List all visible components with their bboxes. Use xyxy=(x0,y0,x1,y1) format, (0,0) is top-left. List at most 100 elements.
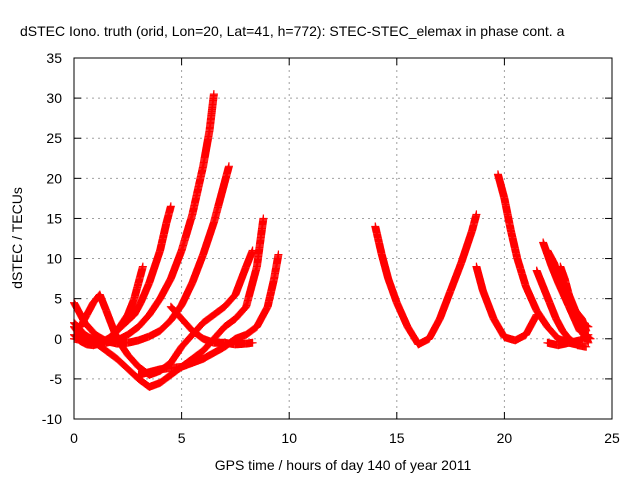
data-point xyxy=(543,322,562,342)
data-point xyxy=(384,274,401,306)
data-point xyxy=(113,354,142,383)
data-point xyxy=(177,211,196,255)
x-tick-label: 20 xyxy=(497,430,513,446)
data-point xyxy=(134,311,153,331)
data-point xyxy=(435,287,455,323)
data-point xyxy=(220,291,239,311)
data-series xyxy=(76,246,257,379)
data-point xyxy=(242,247,257,271)
x-tick-label: 5 xyxy=(178,430,186,446)
data-point xyxy=(145,327,164,341)
data-point xyxy=(188,163,207,219)
data-point xyxy=(205,91,218,135)
chart-title: dSTEC Iono. truth (orid, Lon=20, Lat=41,… xyxy=(20,23,565,39)
data-point xyxy=(270,251,283,283)
data-point xyxy=(558,326,573,342)
data-point xyxy=(560,274,573,298)
data-series xyxy=(371,210,481,349)
y-tick-label: 10 xyxy=(46,251,62,267)
data-point xyxy=(248,338,257,347)
data-point xyxy=(102,306,121,342)
data-point xyxy=(199,311,217,327)
data-point xyxy=(145,295,164,319)
data-point xyxy=(123,295,138,319)
data-point xyxy=(134,374,153,391)
data-point xyxy=(199,219,218,259)
data-point xyxy=(209,179,229,227)
data-point xyxy=(532,266,547,290)
data-point xyxy=(259,214,268,223)
data-point xyxy=(506,226,522,262)
data-point xyxy=(513,254,530,290)
x-tick-label: 25 xyxy=(604,430,620,446)
data-point xyxy=(156,317,174,335)
data-point xyxy=(489,314,508,341)
y-tick-label: 25 xyxy=(46,130,62,146)
data-point xyxy=(130,299,145,319)
data-point xyxy=(231,303,250,323)
data-point xyxy=(263,275,278,311)
data-point xyxy=(123,350,142,370)
y-tick-label: 0 xyxy=(54,331,62,347)
data-point xyxy=(177,355,206,371)
data-point xyxy=(392,298,412,330)
data-series xyxy=(543,330,593,350)
data-point xyxy=(188,347,207,363)
x-axis-label: GPS time / hours of day 140 of year 2011 xyxy=(215,457,472,473)
y-tick-label: 15 xyxy=(46,210,62,226)
data-point xyxy=(274,250,283,259)
y-tick-label: 20 xyxy=(46,170,62,186)
data-point xyxy=(575,331,592,345)
data-point xyxy=(199,127,214,171)
data-point xyxy=(493,170,509,202)
data-point xyxy=(414,335,433,349)
data-series xyxy=(493,170,584,350)
data-point xyxy=(446,259,465,295)
data-point xyxy=(166,202,175,211)
data-point xyxy=(552,314,566,334)
data-point xyxy=(209,303,228,319)
data-point xyxy=(123,323,142,339)
data-point xyxy=(472,210,481,219)
data-point xyxy=(188,326,207,343)
y-tick-label: 5 xyxy=(54,291,62,307)
data-point xyxy=(571,306,586,330)
data-point xyxy=(156,219,171,255)
data-point xyxy=(231,263,250,299)
data-point xyxy=(91,338,121,363)
data-point xyxy=(472,262,487,294)
y-tick-label: 30 xyxy=(46,90,62,106)
data-point xyxy=(156,275,175,303)
data-point xyxy=(511,331,529,345)
data-point xyxy=(136,279,153,307)
data-series xyxy=(532,266,591,351)
y-tick-labels: -10 -5 0 5 10 15 20 25 30 35 xyxy=(42,50,62,427)
data-point xyxy=(521,311,541,339)
y-tick-label: -5 xyxy=(50,371,63,387)
data-point xyxy=(543,246,558,266)
data-point xyxy=(564,290,579,314)
data-point xyxy=(521,282,541,314)
data-point xyxy=(95,290,110,314)
data-series xyxy=(472,262,541,345)
data-point xyxy=(252,215,268,271)
data-point xyxy=(220,315,239,331)
data-point xyxy=(403,322,422,348)
data-point xyxy=(156,371,174,387)
data-point xyxy=(371,222,386,258)
data-point xyxy=(166,343,185,367)
data-point xyxy=(500,194,515,234)
data-point xyxy=(76,311,91,331)
data-point xyxy=(209,90,218,99)
data-point xyxy=(82,299,97,319)
data-point xyxy=(166,247,186,283)
data-point xyxy=(224,162,233,171)
data-point xyxy=(377,250,392,282)
data-point xyxy=(134,365,163,379)
data-point xyxy=(584,338,593,347)
grid-layer xyxy=(74,58,612,419)
data-point xyxy=(166,302,185,322)
data-point xyxy=(582,342,591,351)
data-point xyxy=(209,323,228,343)
